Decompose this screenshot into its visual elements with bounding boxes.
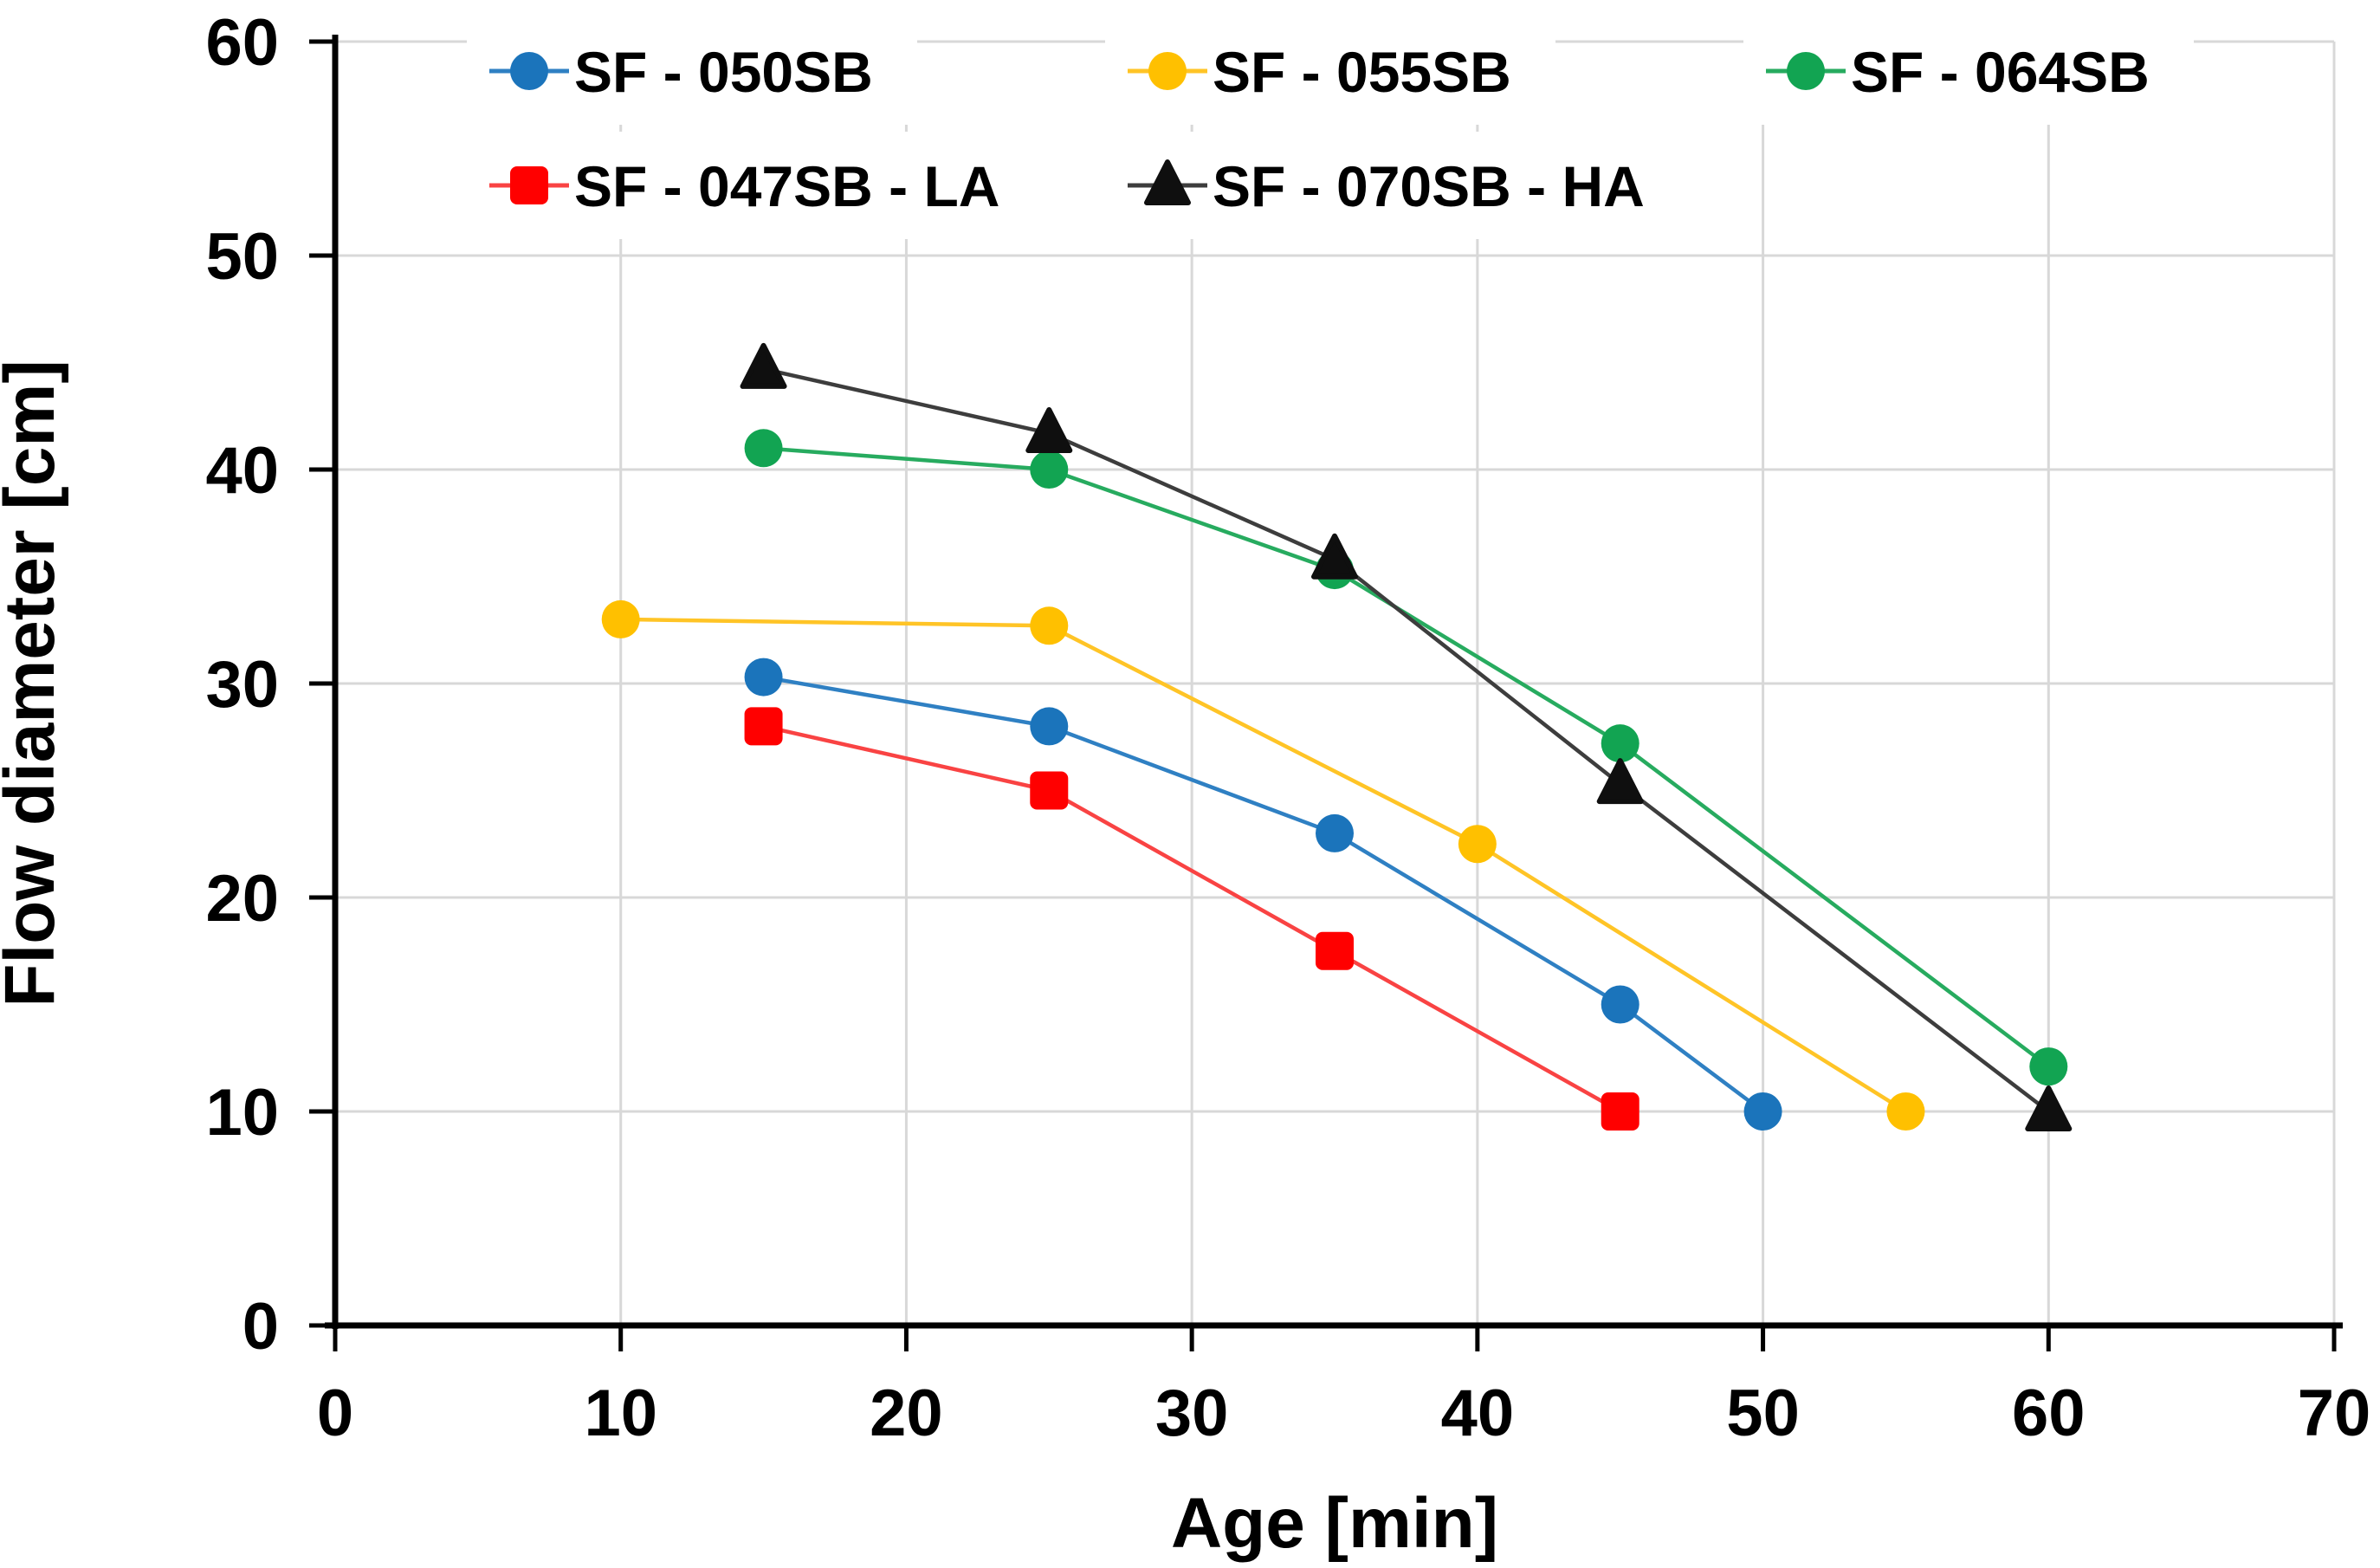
data-point-marker — [744, 429, 783, 468]
legend-item-SF-047SB-LA: SF - 047SB - LA — [467, 132, 1077, 239]
data-point-marker — [1144, 159, 1191, 205]
y-tick-label: 10 — [205, 1076, 279, 1150]
legend-label: SF - 055SB — [1213, 40, 1511, 104]
data-point-marker — [740, 342, 787, 389]
data-point-marker — [1886, 1092, 1925, 1131]
data-point-marker — [744, 658, 783, 697]
series-line — [763, 366, 2050, 1113]
data-point-marker — [1311, 533, 1358, 580]
data-point-marker — [1601, 985, 1639, 1024]
data-point-marker — [1596, 758, 1644, 805]
data-point-marker — [2029, 1047, 2068, 1086]
legend-label: SF - 064SB — [1851, 40, 2150, 104]
data-point-marker — [1030, 771, 1069, 810]
y-tick-label: 0 — [243, 1290, 279, 1364]
data-point-marker — [744, 707, 783, 746]
legend-item-SF-064SB: SF - 064SB — [1743, 17, 2194, 125]
data-point-marker — [510, 166, 548, 204]
series-markers-SF-055SB — [601, 599, 1925, 1131]
x-tick-label: 50 — [1726, 1377, 1800, 1450]
y-tick-label: 30 — [205, 648, 279, 722]
x-tick-label: 60 — [2012, 1377, 2086, 1450]
series-markers-SF-070SB-HA — [740, 342, 2073, 1131]
x-tick-label: 20 — [870, 1377, 943, 1450]
series-line — [620, 617, 1907, 1113]
series-markers-SF-050SB — [744, 658, 1782, 1131]
data-point-marker — [1025, 407, 1073, 454]
legend: SF - 050SB SF - 055SB SF - 064SB SF - 047SB… — [467, 17, 2194, 239]
data-point-marker — [1601, 1092, 1639, 1131]
legend-item-SF-050SB: SF - 050SB — [467, 17, 917, 125]
x-tick-label: 10 — [584, 1377, 657, 1450]
legend-label: SF - 047SB - LA — [574, 154, 999, 218]
series-layer — [601, 342, 2073, 1131]
legend-label: SF - 050SB — [574, 40, 873, 104]
series-markers-SF-064SB — [744, 429, 2068, 1086]
series-line — [763, 724, 1621, 1113]
data-point-marker — [1787, 52, 1825, 90]
data-point-marker — [1030, 450, 1069, 489]
legend-label: SF - 070SB - HA — [1213, 154, 1645, 218]
y-axis-title: Flow diameter [cm] — [0, 360, 69, 1007]
data-point-marker — [601, 599, 640, 638]
data-point-marker — [1316, 931, 1354, 970]
data-point-marker — [1148, 52, 1187, 90]
series-SF-064SB — [763, 446, 2050, 1068]
y-tick-label: 40 — [205, 434, 279, 508]
series-SF-055SB — [620, 617, 1907, 1113]
y-tick-label: 20 — [205, 862, 279, 936]
x-tick-label: 40 — [1441, 1377, 1515, 1450]
series-markers-SF-047SB-LA — [744, 707, 1639, 1131]
legend-item-SF-070SB-HA: SF - 070SB - HA — [1105, 132, 1716, 239]
y-tick-label: 60 — [205, 6, 279, 80]
x-tick-label: 70 — [2298, 1377, 2371, 1450]
axes: 0 10 20 30 40 50 60 0 10 20 30 40 50 60 70 — [205, 6, 2370, 1450]
data-point-marker — [510, 52, 548, 90]
data-point-marker — [1030, 606, 1069, 645]
data-point-marker — [1601, 724, 1639, 763]
legend-item-SF-055SB: SF - 055SB — [1105, 17, 1555, 125]
data-point-marker — [1743, 1092, 1782, 1131]
data-point-marker — [1316, 813, 1354, 852]
series-SF-070SB-HA — [763, 366, 2050, 1113]
x-tick-label: 0 — [317, 1377, 353, 1450]
series-SF-047SB-LA — [763, 724, 1621, 1113]
y-tick-label: 50 — [205, 220, 279, 294]
x-axis-title: Age [min] — [1171, 1484, 1498, 1563]
data-point-marker — [1030, 707, 1069, 746]
series-line — [763, 446, 2050, 1068]
x-tick-label: 30 — [1155, 1377, 1229, 1450]
data-point-marker — [1458, 825, 1497, 864]
data-point-marker — [2025, 1085, 2073, 1131]
